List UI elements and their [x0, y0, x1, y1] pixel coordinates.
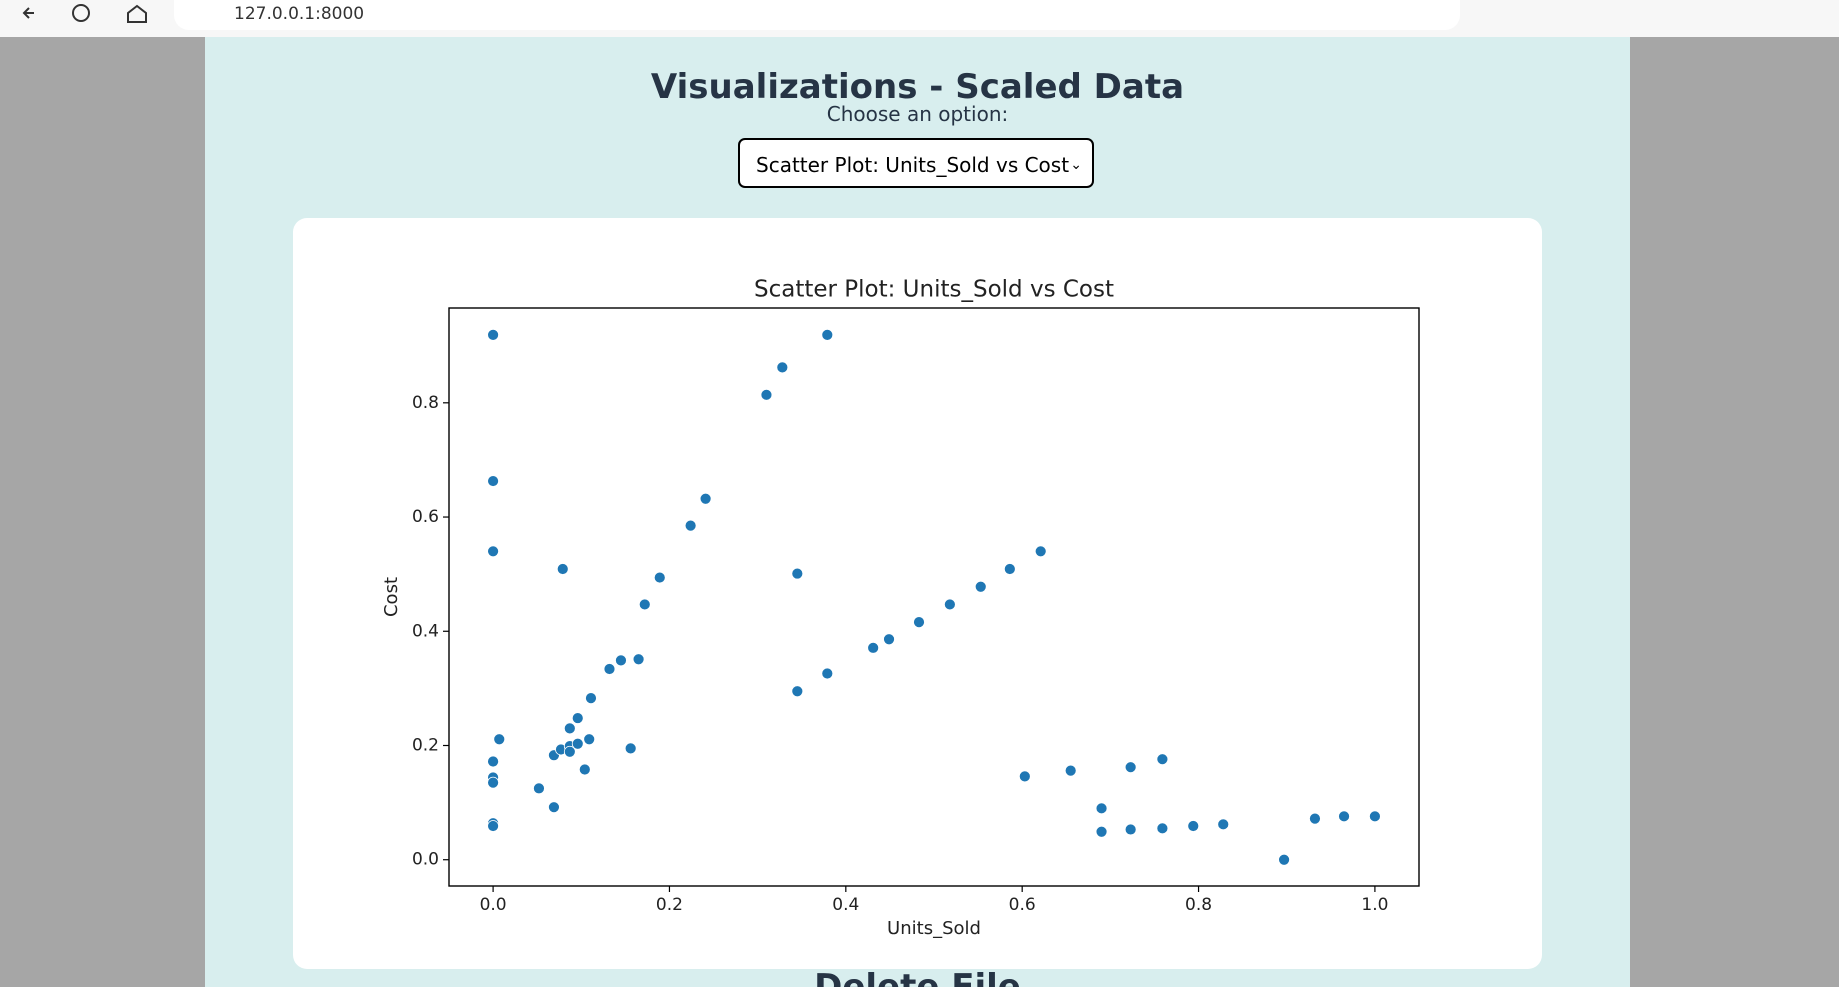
y-tick-label: 0.2	[412, 735, 439, 755]
point	[493, 733, 506, 746]
point	[760, 388, 773, 401]
point	[776, 361, 789, 374]
point	[653, 571, 666, 584]
x-tick-label: 0.2	[656, 895, 683, 915]
point	[791, 567, 804, 580]
browser-toolbar: 127.0.0.1:8000	[0, 0, 1839, 37]
point	[1338, 810, 1350, 823]
point	[556, 563, 569, 575]
point	[487, 755, 499, 768]
point	[624, 742, 637, 755]
x-tick-label: 0.6	[1009, 895, 1036, 915]
page-title: Visualizations - Scaled Data	[650, 67, 1185, 107]
point	[699, 492, 712, 505]
point	[1278, 853, 1290, 866]
chart-select[interactable]: Scatter Plot: Units_Sold vs Cost ⌄	[738, 138, 1094, 188]
point	[913, 616, 925, 629]
point	[632, 653, 645, 666]
url-text: 127.0.0.1:8000	[234, 4, 365, 24]
y-tick-label: 0.4	[412, 621, 439, 641]
point	[1064, 764, 1077, 777]
point	[578, 763, 591, 776]
point	[563, 745, 576, 758]
x-tick-label: 0.4	[832, 895, 859, 915]
point	[821, 667, 834, 680]
selected-option: Scatter Plot: Units_Sold vs Cost	[756, 153, 1070, 177]
point	[1187, 820, 1200, 832]
dropdown-arrow: ⌄	[1070, 157, 1082, 173]
y-tick-label: 0.0	[412, 850, 439, 870]
point	[487, 545, 499, 558]
plot-frame	[448, 307, 1420, 887]
point	[585, 692, 597, 704]
point	[1018, 770, 1031, 783]
x-axis-label: Units_Sold	[887, 918, 981, 939]
x-tick-label: 0.8	[1185, 895, 1212, 915]
point	[1156, 753, 1169, 766]
point	[571, 737, 584, 750]
point	[487, 776, 499, 789]
point	[867, 641, 880, 654]
point	[487, 328, 499, 341]
point	[684, 519, 697, 532]
chart-title: Scatter Plot: Units_Sold vs Cost	[754, 277, 1114, 303]
y-axis-label: Cost	[381, 577, 402, 617]
point	[821, 328, 834, 341]
point	[571, 712, 584, 724]
point	[1124, 823, 1137, 836]
point	[1034, 545, 1047, 558]
point	[615, 654, 627, 667]
point	[1369, 810, 1381, 823]
point	[974, 580, 987, 593]
point	[533, 782, 545, 795]
point	[883, 633, 895, 646]
nav-icons	[22, 4, 147, 23]
point	[1156, 822, 1169, 835]
point	[487, 475, 499, 487]
point	[603, 663, 616, 675]
y-tick-label: 0.6	[412, 507, 439, 527]
point	[563, 722, 576, 735]
point	[583, 733, 596, 746]
chart-card: Scatter Plot: Units_Sold vs Cost Units_S…	[293, 218, 1542, 969]
point	[1217, 818, 1230, 831]
back-icon[interactable]	[22, 7, 34, 19]
select-label: Choose an option:	[826, 102, 1009, 126]
next-heading: Delete File	[814, 967, 1021, 987]
home-icon[interactable]	[127, 4, 147, 23]
point	[638, 598, 651, 611]
point	[943, 598, 956, 611]
point	[1309, 812, 1321, 825]
x-tick-label: 1.0	[1361, 895, 1388, 915]
reload-icon[interactable]	[72, 4, 90, 22]
point	[1003, 563, 1016, 575]
chart: Scatter Plot: Units_Sold vs Cost Units_S…	[381, 277, 1420, 939]
point	[791, 685, 804, 698]
y-tick-label: 0.8	[412, 393, 439, 413]
point	[1095, 802, 1108, 815]
point	[487, 820, 499, 832]
point	[1124, 761, 1137, 774]
content-panel: Visualizations - Scaled Data Choose an o…	[205, 37, 1630, 987]
address-bar[interactable]: 127.0.0.1:8000	[174, 0, 1460, 30]
point	[1095, 825, 1108, 838]
point	[548, 801, 560, 814]
x-tick-label: 0.0	[480, 895, 507, 915]
